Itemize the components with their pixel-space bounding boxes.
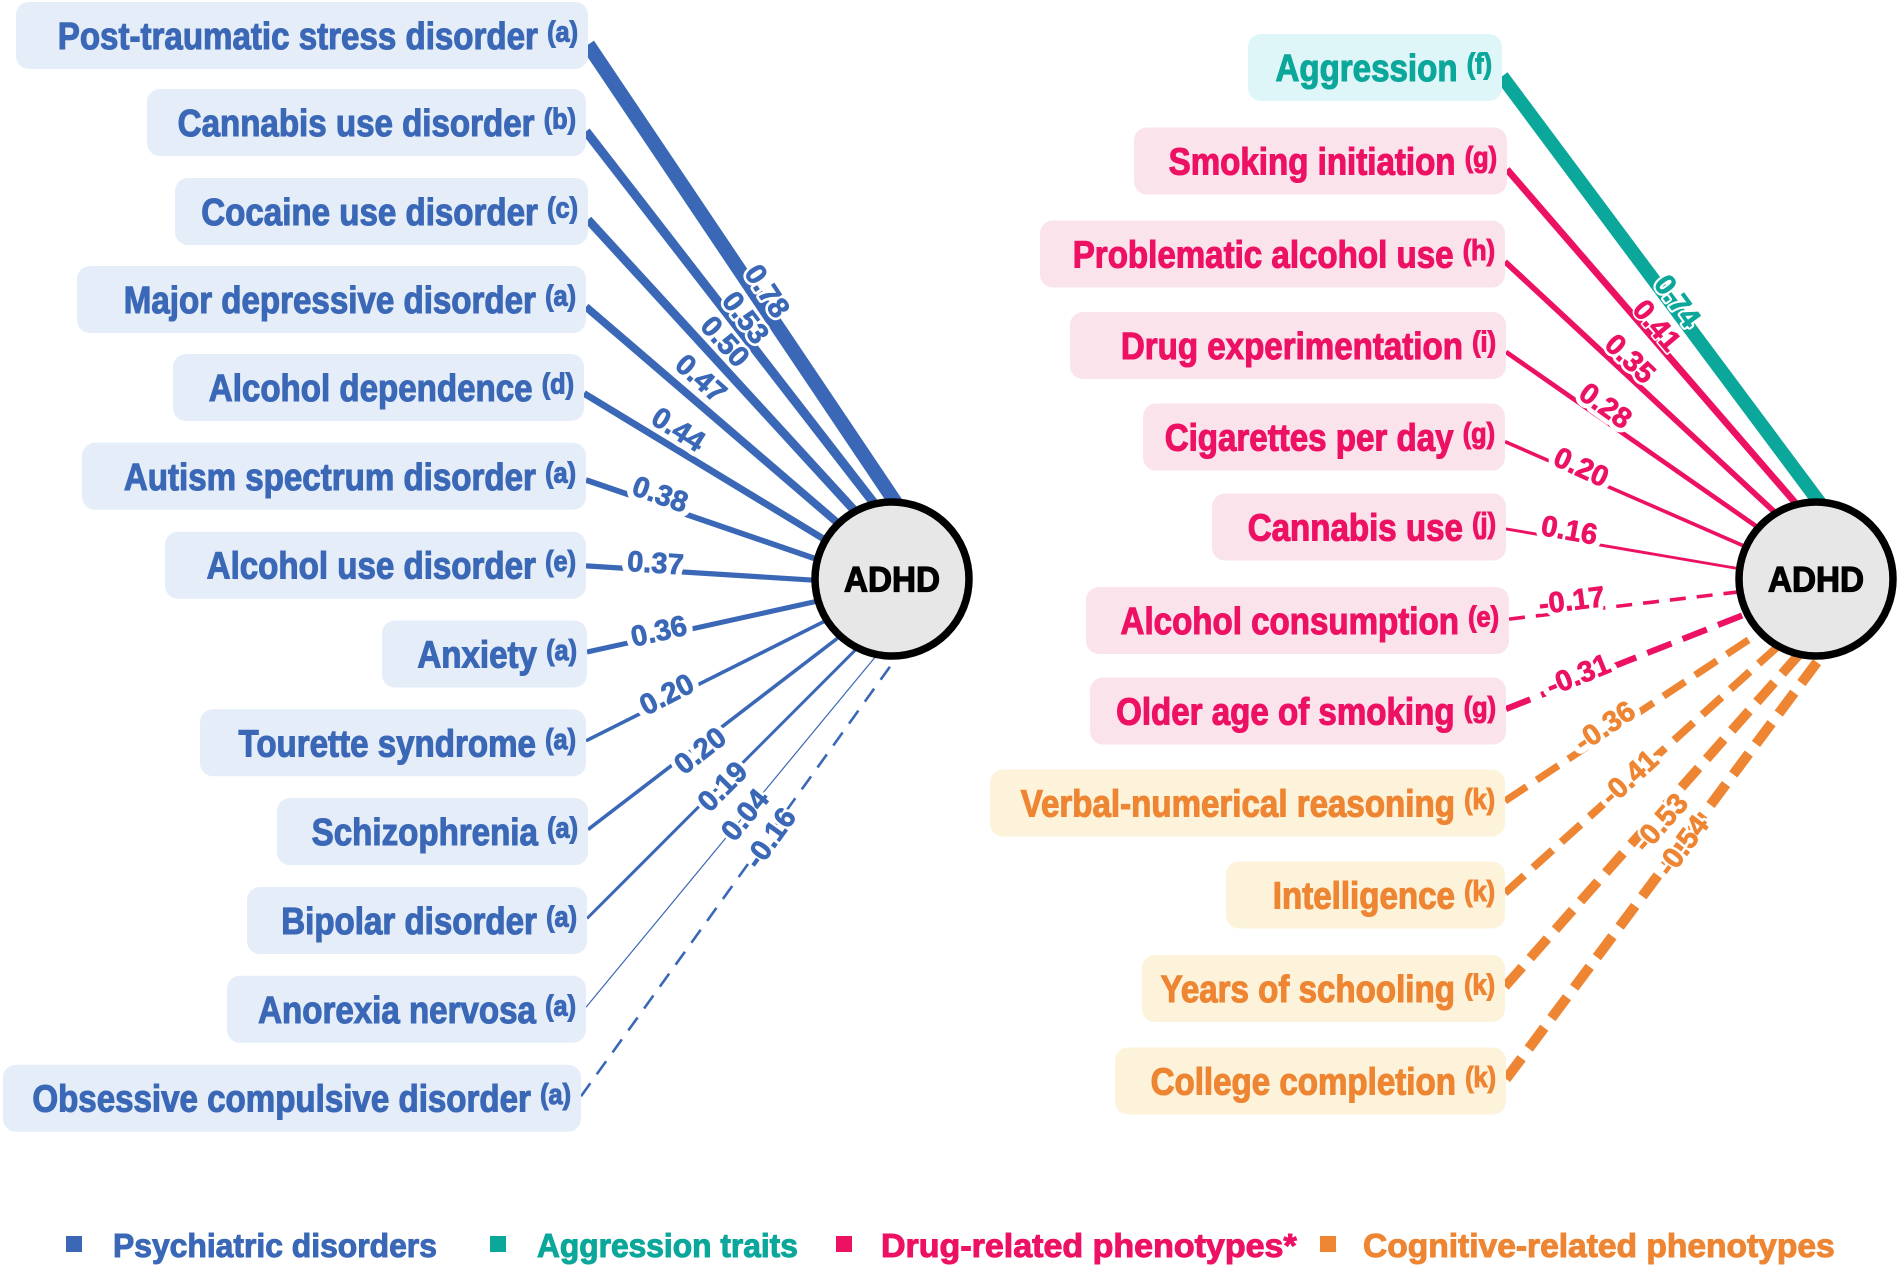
svg-text:College completion (k): College completion (k): [1151, 1060, 1496, 1103]
svg-text:0.37: 0.37: [626, 546, 684, 582]
svg-text:Intelligence (k): Intelligence (k): [1273, 874, 1495, 917]
svg-text:Schizophrenia (a): Schizophrenia (a): [312, 811, 578, 854]
svg-text:Psychiatric disorders: Psychiatric disorders: [113, 1227, 437, 1264]
svg-text:Major depressive disorder (a): Major depressive disorder (a): [124, 279, 576, 322]
svg-text:Cocaine use disorder (c): Cocaine use disorder (c): [201, 191, 578, 234]
svg-text:Cognitive-related phenotypes: Cognitive-related phenotypes: [1363, 1228, 1835, 1265]
svg-text:Alcohol consumption (e): Alcohol consumption (e): [1121, 600, 1499, 643]
svg-text:Post-traumatic stress disorder: Post-traumatic stress disorder (a): [58, 15, 578, 58]
svg-text:Cigarettes per day (g): Cigarettes per day (g): [1165, 416, 1495, 459]
svg-text:Drug experimentation (i): Drug experimentation (i): [1121, 325, 1496, 368]
svg-text:Autism spectrum disorder (a): Autism spectrum disorder (a): [124, 456, 576, 499]
svg-text:Obsessive compulsive disorder: Obsessive compulsive disorder (a): [32, 1078, 571, 1121]
svg-text:Aggression traits: Aggression traits: [537, 1227, 798, 1264]
svg-text:Alcohol use disorder (e): Alcohol use disorder (e): [207, 545, 576, 588]
svg-text:Aggression (f): Aggression (f): [1275, 47, 1492, 90]
svg-text:ADHD: ADHD: [844, 561, 940, 600]
svg-text:Years of schooling (k): Years of schooling (k): [1161, 968, 1495, 1011]
svg-text:Drug-related phenotypes*: Drug-related phenotypes*: [881, 1228, 1297, 1264]
svg-text:Tourette syndrome (a): Tourette syndrome (a): [239, 722, 576, 765]
svg-text:Verbal-numerical reasoning (k): Verbal-numerical reasoning (k): [1021, 782, 1495, 825]
svg-text:Anorexia nervosa (a): Anorexia nervosa (a): [258, 989, 576, 1032]
svg-text:Alcohol dependence (d): Alcohol dependence (d): [209, 367, 574, 410]
svg-text:Smoking initiation (g): Smoking initiation (g): [1169, 140, 1497, 183]
svg-text:Cannabis use (j): Cannabis use (j): [1248, 506, 1496, 549]
svg-text:ADHD: ADHD: [1768, 561, 1864, 600]
svg-text:Cannabis use disorder (b): Cannabis use disorder (b): [178, 102, 576, 145]
svg-text:Bipolar disorder (a): Bipolar disorder (a): [281, 900, 577, 943]
svg-text:Problematic alcohol use (h): Problematic alcohol use (h): [1073, 233, 1495, 276]
svg-text:Older age of smoking (g): Older age of smoking (g): [1116, 690, 1496, 733]
